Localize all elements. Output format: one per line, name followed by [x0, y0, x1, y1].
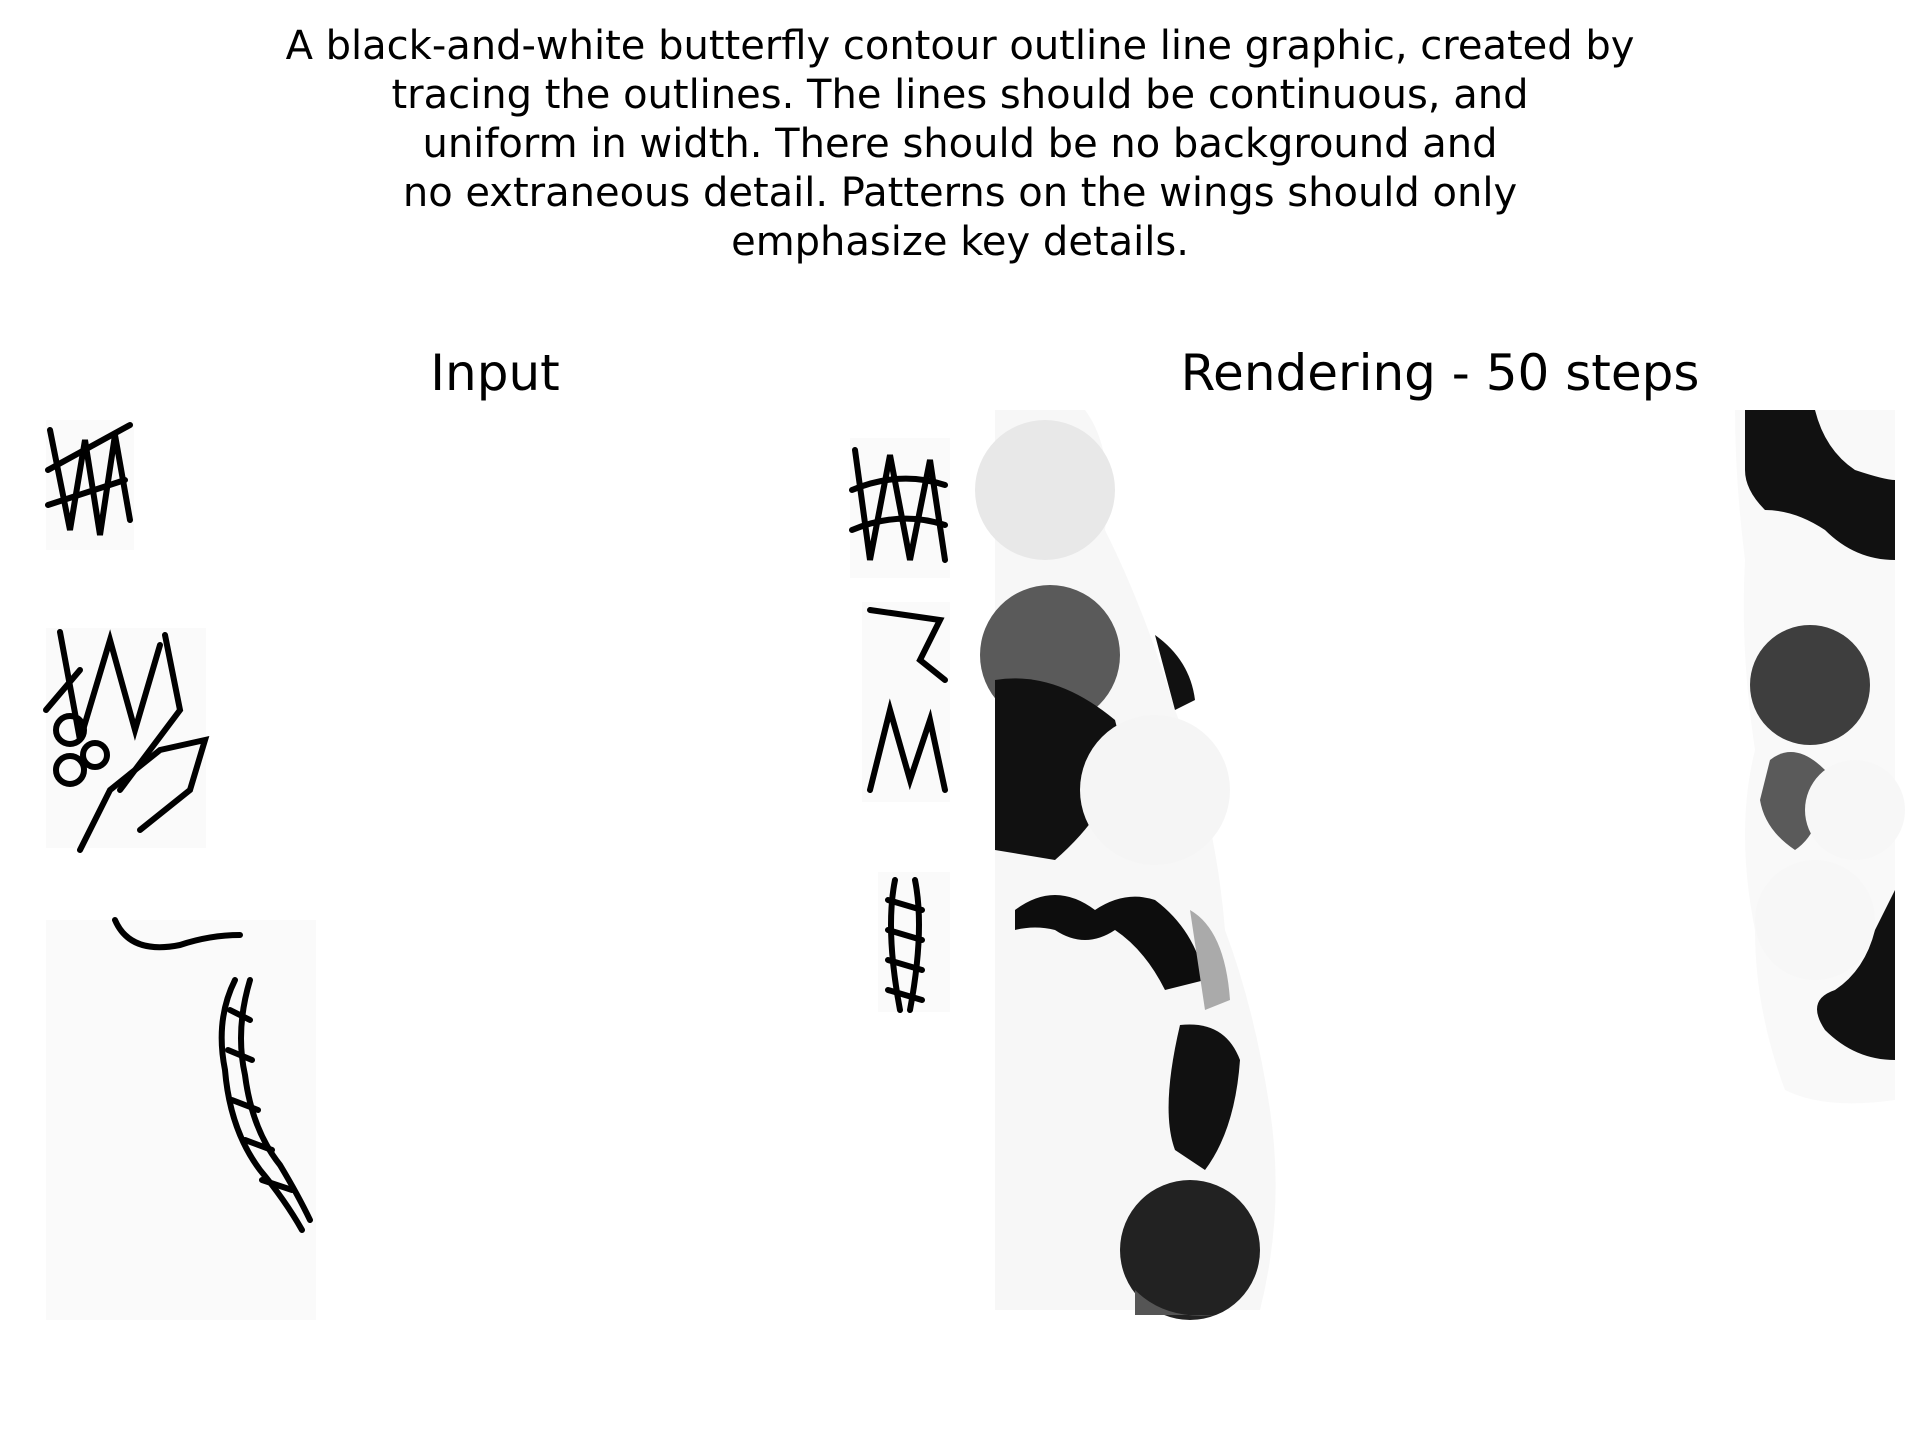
input-patch-5 [862, 602, 950, 802]
caption-line: emphasize key details. [731, 219, 1189, 265]
rendered-image [975, 410, 1905, 1320]
input-patch-2 [43, 628, 210, 853]
prompt-caption: A black-and-white butterfly contour outl… [160, 22, 1760, 267]
input-panel-title: Input [430, 344, 560, 402]
input-patch-6 [878, 872, 950, 1013]
input-patch-3 [46, 917, 316, 1320]
input-patch-4 [849, 438, 950, 578]
caption-line: A black-and-white butterfly contour outl… [285, 23, 1635, 69]
render-left-column [975, 410, 1276, 1320]
caption-line: no extraneous detail. Patterns on the wi… [402, 170, 1518, 216]
caption-line: tracing the outlines. The lines should b… [391, 72, 1529, 118]
render-right-column [1735, 410, 1905, 1104]
input-image [43, 420, 950, 1320]
caption-line: uniform in width. There should be no bac… [422, 121, 1498, 167]
input-patch-1 [45, 420, 134, 550]
rendering-panel-title: Rendering - 50 steps [1180, 344, 1700, 402]
